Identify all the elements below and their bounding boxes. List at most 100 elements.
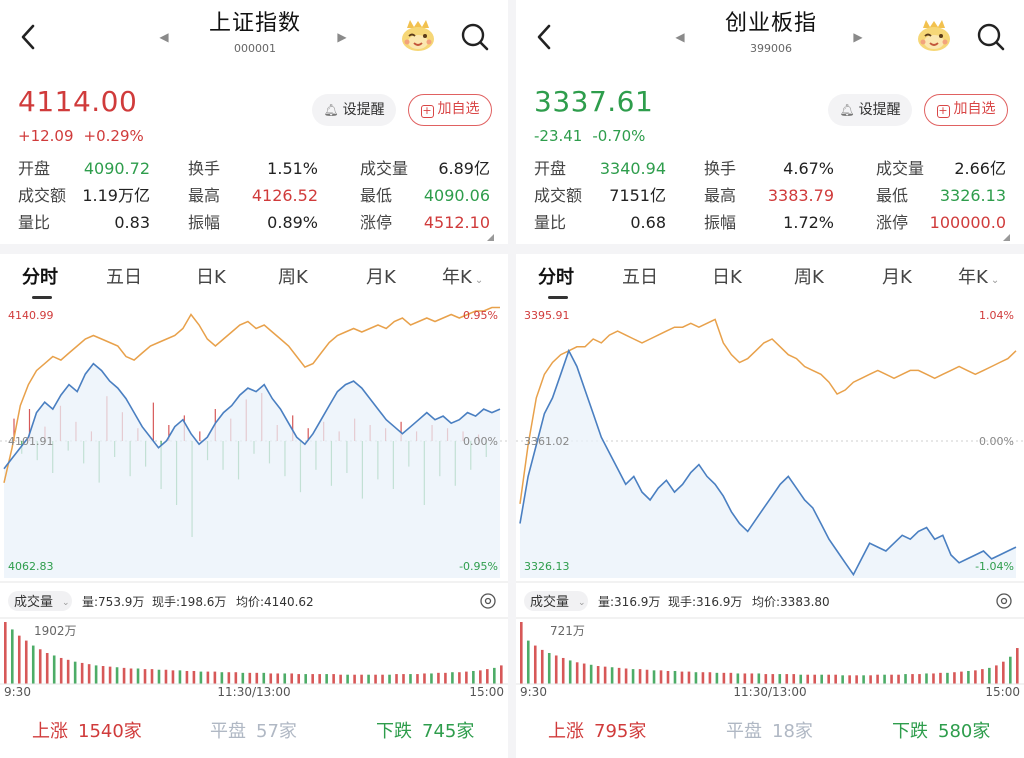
stats-grid: 开盘 3340.94 换手 4.67% 成交量 2.66亿 成交额 7151亿 最高 3383.7… [534, 158, 1014, 239]
volume-amount: 量:753.9万 [82, 595, 144, 609]
expand-corner-icon[interactable] [487, 234, 494, 241]
stat-value: 4126.52 [251, 186, 318, 205]
settings-gear-icon-center [484, 597, 492, 605]
section-separator [0, 244, 508, 254]
tab-label: 周K [794, 267, 824, 288]
set-alert-button[interactable]: 🔔︎ 设提醒 [312, 94, 396, 126]
set-alert-label: 设提醒 [342, 102, 385, 118]
volume-selector-button[interactable] [8, 591, 72, 611]
volume-bar [554, 655, 558, 684]
search-icon[interactable] [974, 20, 1008, 54]
volume-bar [276, 673, 280, 684]
volume-bar [129, 668, 133, 684]
tab-2[interactable]: 五日 [622, 266, 658, 290]
volume-bar [318, 674, 321, 684]
volume-bar [561, 657, 565, 684]
search-icon[interactable] [458, 20, 492, 54]
tab-6[interactable]: 年K ⌄ [442, 266, 483, 293]
volume-bar [66, 659, 70, 684]
header: ◀ 创业板指 399006 ▶ [516, 0, 1024, 72]
volume-selector-button[interactable] [524, 591, 588, 611]
volume-bar [52, 655, 56, 684]
stat-label: 最高 [704, 186, 737, 205]
volume-dropdown-icon: ⌄ [62, 598, 70, 608]
volume-bar [374, 674, 377, 684]
next-index-arrow-icon[interactable]: ▶ [853, 30, 863, 44]
volume-bar [596, 666, 600, 684]
add-watchlist-button[interactable]: + 加自选 [924, 94, 1008, 126]
volume-bar [332, 674, 335, 684]
volume-bar [701, 672, 705, 684]
volume-bar [764, 674, 768, 684]
volume-bar [610, 667, 614, 684]
volume-bar [108, 666, 112, 684]
volume-bar [750, 673, 754, 684]
tab-1[interactable]: 分时 [538, 266, 574, 290]
volume-average-price: 均价:4140.62 [236, 595, 314, 609]
intraday-chart[interactable]: 3395.91 3361.02 3326.13 1.04% 0.00% -1.04% [516, 298, 1024, 584]
axis-pct-low-label: -0.95% [459, 560, 498, 573]
tab-label: 五日 [622, 267, 658, 288]
tab-1[interactable]: 分时 [22, 266, 58, 290]
volume-bar [10, 629, 14, 684]
stat-label: 量比 [18, 213, 51, 232]
axis-low-label: 4062.83 [8, 560, 54, 573]
price-line [3, 362, 501, 470]
tab-label: 周K [278, 267, 308, 288]
volume-bar [785, 674, 789, 684]
volume-bar [946, 672, 949, 684]
tab-4[interactable]: 周K [794, 266, 824, 290]
back-button[interactable] [14, 20, 44, 54]
volume-bar [213, 671, 217, 684]
stats-row: 量比 0.83 振幅 0.89% 涨停 4512.10 [18, 212, 498, 239]
volume-bar [603, 666, 607, 684]
axis-pct-mid-label: 0.00% [463, 435, 498, 448]
volume-bar [227, 672, 231, 684]
stats-grid: 开盘 4090.72 换手 1.51% 成交量 6.89亿 成交额 1.19万亿 最高 4126.… [18, 158, 498, 239]
tab-3[interactable]: 日K [196, 266, 226, 290]
change-amount: +12.09 [18, 127, 74, 145]
down-count: 580家 [938, 721, 991, 742]
tab-4[interactable]: 周K [278, 266, 308, 290]
volume-bar [4, 622, 7, 684]
back-button[interactable] [530, 20, 560, 54]
volume-bar [199, 671, 203, 684]
settings-gear-icon[interactable] [996, 593, 1012, 609]
settings-gear-icon[interactable] [480, 593, 496, 609]
volume-chart[interactable]: 成交量 ⌄ 量:753.9万 现手:198.6万 均价:4140.62 1902万 9:30… [0, 590, 508, 704]
price-line [519, 348, 1017, 577]
index-name: 上证指数 [208, 11, 301, 36]
volume-bar [939, 672, 942, 684]
stat-value: 4090.72 [83, 159, 150, 178]
tab-3[interactable]: 日K [712, 266, 742, 290]
mascot-icon[interactable] [398, 18, 438, 54]
tab-5[interactable]: 月K [882, 266, 912, 290]
tab-label: 日K [712, 267, 742, 288]
mascot-icon[interactable] [914, 18, 954, 54]
set-alert-button[interactable]: 🔔︎ 设提醒 [828, 94, 912, 126]
next-index-arrow-icon[interactable]: ▶ [337, 30, 347, 44]
prev-index-arrow-icon[interactable]: ◀ [675, 30, 685, 44]
volume-bar [479, 670, 482, 684]
add-watchlist-button[interactable]: + 加自选 [408, 94, 492, 126]
tab-5[interactable]: 月K [366, 266, 396, 290]
intraday-chart[interactable]: 4140.99 4101.91 4062.83 0.95% 0.00% -0.95% [0, 298, 508, 584]
volume-header-bg [0, 590, 508, 614]
volume-bar [743, 673, 747, 684]
volume-bar [353, 674, 356, 684]
tab-2[interactable]: 五日 [106, 266, 142, 290]
time-start-label: 9:30 [520, 685, 547, 699]
volume-max-label: 721万 [550, 624, 585, 638]
chart-tabs: 分时 五日 日K 周K 月K 年K ⌄ [0, 256, 508, 300]
volume-bar [451, 672, 454, 684]
volume-bar [24, 640, 28, 684]
volume-chart[interactable]: 成交量 ⌄ 量:316.9万 现手:316.9万 均价:3383.80 721万 9:30 1… [516, 590, 1024, 704]
expand-corner-icon[interactable] [1003, 234, 1010, 241]
settings-gear-icon-center [1000, 597, 1008, 605]
stats-row: 量比 0.68 振幅 1.72% 涨停 100000.0 [534, 212, 1014, 239]
up-count: 795家 [594, 721, 647, 742]
volume-bar [624, 668, 628, 684]
tab-6[interactable]: 年K ⌄ [958, 266, 999, 293]
volume-bar [178, 670, 182, 684]
prev-index-arrow-icon[interactable]: ◀ [159, 30, 169, 44]
